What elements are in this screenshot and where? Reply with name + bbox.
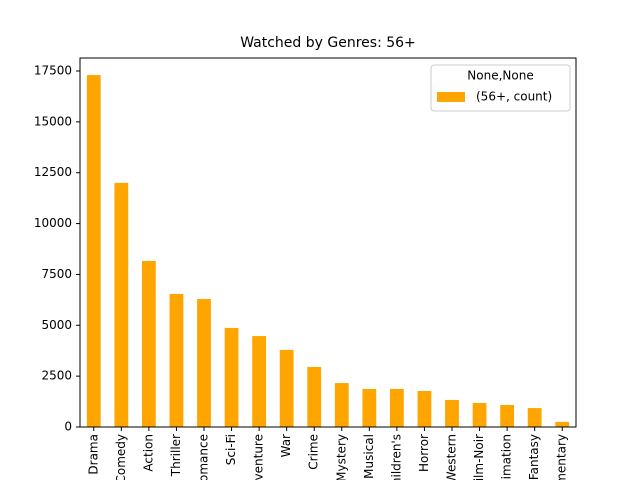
y-tick-label: 7500	[41, 267, 72, 281]
x-tick-label: Children's	[389, 434, 403, 480]
x-tick-label: Comedy	[114, 434, 128, 480]
bar	[445, 399, 459, 427]
x-tick-label: Drama	[86, 434, 100, 475]
y-tick-label: 10000	[34, 216, 72, 230]
legend-box	[430, 64, 571, 112]
bar	[197, 299, 211, 427]
bar	[334, 383, 349, 427]
x-tick-label: Romance	[197, 434, 211, 480]
bar	[500, 405, 514, 427]
legend-title: None,None	[467, 69, 533, 83]
x-tick-label: Animation	[500, 434, 514, 480]
y-tick-label: 17500	[34, 63, 72, 77]
x-tick-label: Documentary	[555, 434, 569, 480]
x-tick-label: Crime	[307, 434, 321, 470]
x-tick-label: Thriller	[169, 434, 183, 477]
legend-label: (56+, count)	[476, 90, 552, 104]
bar	[169, 293, 184, 427]
x-tick-label: Adventure	[252, 434, 266, 480]
bar	[279, 349, 294, 427]
x-tick-label: Western	[445, 434, 459, 480]
x-tick-label: Fantasy	[527, 434, 541, 480]
x-tick-label: Horror	[417, 434, 431, 472]
y-tick-label: 5000	[41, 318, 72, 332]
bar	[114, 182, 129, 427]
bar	[555, 421, 570, 427]
axes-frame	[79, 57, 577, 428]
y-tick-label: 2500	[41, 369, 72, 383]
bar	[362, 388, 377, 427]
x-tick-label: Musical	[362, 434, 376, 479]
bar	[224, 327, 239, 427]
chart-title: Watched by Genres: 56+	[240, 35, 416, 51]
y-tick-label: 12500	[34, 165, 72, 179]
x-tick-label: Film-Noir	[472, 434, 486, 480]
x-tick-label: War	[279, 434, 293, 457]
y-tick-label: 0	[64, 420, 72, 434]
legend-swatch	[437, 92, 465, 102]
bar	[417, 390, 432, 427]
bar	[142, 261, 156, 427]
y-tick-label: 15000	[34, 114, 72, 128]
bar	[390, 388, 404, 427]
bar	[252, 336, 266, 427]
x-tick-label: Action	[141, 434, 155, 472]
bar	[307, 366, 322, 427]
bar	[527, 408, 542, 427]
bar	[86, 75, 101, 428]
x-tick-label: Sci-Fi	[224, 434, 238, 465]
bar	[472, 402, 487, 427]
x-tick-label: Mystery	[334, 434, 348, 480]
